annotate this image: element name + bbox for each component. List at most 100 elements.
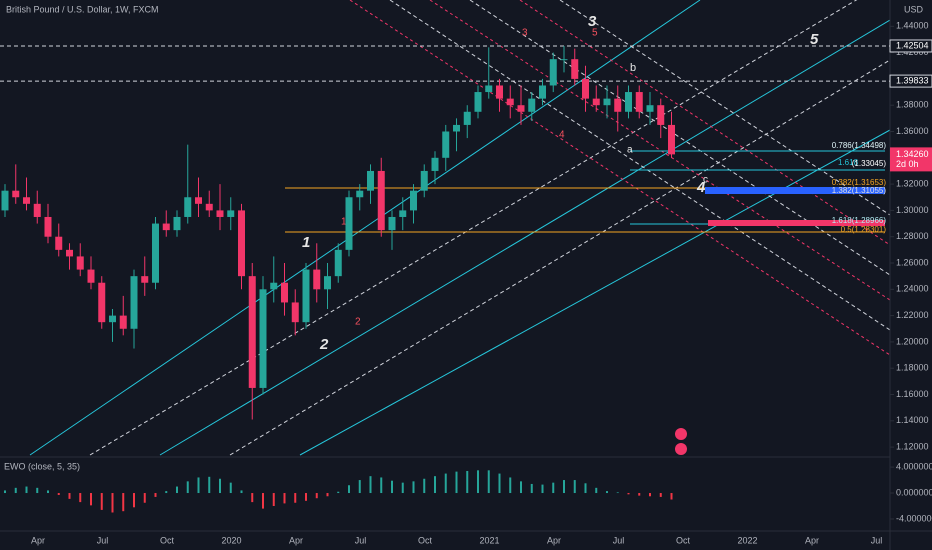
ewo-bar (563, 480, 565, 494)
ewo-bar (455, 471, 458, 494)
fib-label: 0.382(1.31653) (832, 178, 887, 187)
candle-body (238, 210, 245, 277)
candle-body (528, 98, 536, 112)
candle-body (442, 131, 450, 158)
level-label: 1.42504 (896, 40, 929, 50)
candle-body (635, 92, 643, 112)
candle-body (248, 276, 256, 388)
x-tick-label: Jul (871, 535, 883, 545)
y-tick-label: 1.18000 (896, 363, 929, 373)
x-tick-label: 2020 (221, 535, 241, 545)
candle-body (66, 249, 73, 257)
ewo-bar (57, 493, 60, 495)
y-tick-label: 1.26000 (896, 257, 929, 267)
wave-label: 3 (588, 13, 597, 30)
ewo-bar (272, 493, 275, 506)
y-tick-label: 4.000000 (896, 461, 932, 471)
ewo-bar (541, 484, 544, 494)
candle-body (377, 170, 385, 231)
ewo-bar (68, 493, 71, 499)
candle-body (23, 197, 30, 204)
y-tick-label: 1.16000 (896, 389, 929, 399)
ewo-bar (498, 473, 501, 494)
candle-body (485, 85, 493, 93)
candle-body (205, 203, 213, 211)
ewo-bar (47, 490, 49, 494)
candle-body (474, 92, 482, 112)
y-tick-label: 1.24000 (896, 284, 929, 294)
ewo-bar (229, 482, 232, 494)
ewo-bar (606, 491, 608, 494)
candle-body (388, 216, 396, 231)
candle-body (592, 98, 600, 106)
wave-label: 2 (355, 317, 361, 328)
ewo-bar (616, 492, 619, 494)
ewo-bar (133, 493, 135, 508)
ewo-bar (649, 493, 651, 497)
ewo-bar (25, 486, 28, 494)
trend-lines (29, 0, 891, 456)
candle-body (195, 197, 202, 204)
x-tick-label: Jul (613, 535, 625, 545)
ewo-bar (186, 481, 189, 494)
ewo-bar (595, 487, 598, 494)
y-tick-label: -4.000000 (896, 513, 932, 523)
candle-body (216, 210, 224, 217)
level-box (889, 39, 932, 53)
y-tick-label: 1.12000 (896, 441, 929, 451)
candle-body (603, 98, 611, 106)
ewo-bar (627, 493, 630, 495)
wave-label: c (703, 175, 708, 186)
wave-label: 2 (319, 336, 329, 353)
candle-body (109, 315, 116, 323)
x-tick-label: Apr (805, 535, 819, 545)
ewo-bar (487, 470, 490, 494)
level-box (889, 74, 932, 88)
candle-body (324, 276, 331, 290)
candle-body (668, 124, 675, 155)
candle-body (420, 170, 428, 191)
ewo-bar (401, 482, 404, 494)
ewo-bar (79, 493, 82, 503)
candle-body (98, 282, 106, 323)
x-tick-label: Apr (289, 535, 303, 545)
candle-body (410, 190, 417, 211)
fib-label: 1.618 (838, 158, 859, 167)
ewo-bar (477, 470, 479, 494)
ewo-bar (638, 493, 641, 496)
ewo-bar (176, 486, 178, 494)
ewo-bar (100, 493, 103, 510)
candle-body (130, 276, 138, 329)
ewo-bar (530, 483, 533, 494)
wave-label: a (627, 145, 633, 156)
candle-body (582, 78, 589, 99)
candle-body (496, 85, 503, 99)
y-tick-label: 1.36000 (896, 126, 929, 136)
y-tick-label: 1.14000 (896, 415, 929, 425)
ewo-bar (219, 478, 221, 494)
fib-label: 1.618(1.28966) (832, 216, 887, 225)
candle-body (517, 105, 525, 112)
candle-body (33, 203, 41, 217)
ewo-bar (251, 493, 254, 503)
wave-label: 5 (810, 31, 819, 48)
ewo-bar (380, 477, 383, 494)
ewo-bar (659, 493, 662, 497)
ewo-bar (348, 485, 350, 494)
ewo-bar (466, 470, 469, 494)
ewo-bar (573, 480, 576, 494)
candle-body (657, 105, 665, 125)
candle-body (431, 157, 439, 171)
ewo-bar (509, 477, 512, 494)
x-tick-label: Oct (676, 535, 691, 545)
y-tick-label: 1.30000 (896, 205, 929, 215)
y-tick-label: 1.28000 (896, 231, 929, 241)
last-price-label: 1.34260 (896, 149, 929, 159)
ewo-bar (90, 493, 92, 506)
ewo-bar (520, 481, 522, 494)
annotations: 3 3 5 5 b 1 1 2 2 4 a c 4 0.786(1.34498)… (302, 13, 886, 353)
candle-body (173, 216, 181, 231)
ewo-bar (391, 480, 393, 494)
wave-label: 1 (302, 234, 310, 251)
